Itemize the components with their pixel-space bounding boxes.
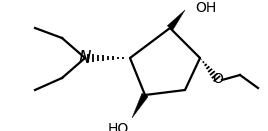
Polygon shape: [132, 93, 148, 118]
Text: HO: HO: [107, 122, 129, 131]
Text: O: O: [213, 72, 224, 86]
Text: OH: OH: [195, 1, 216, 15]
Polygon shape: [167, 10, 185, 30]
Text: N: N: [79, 49, 91, 67]
